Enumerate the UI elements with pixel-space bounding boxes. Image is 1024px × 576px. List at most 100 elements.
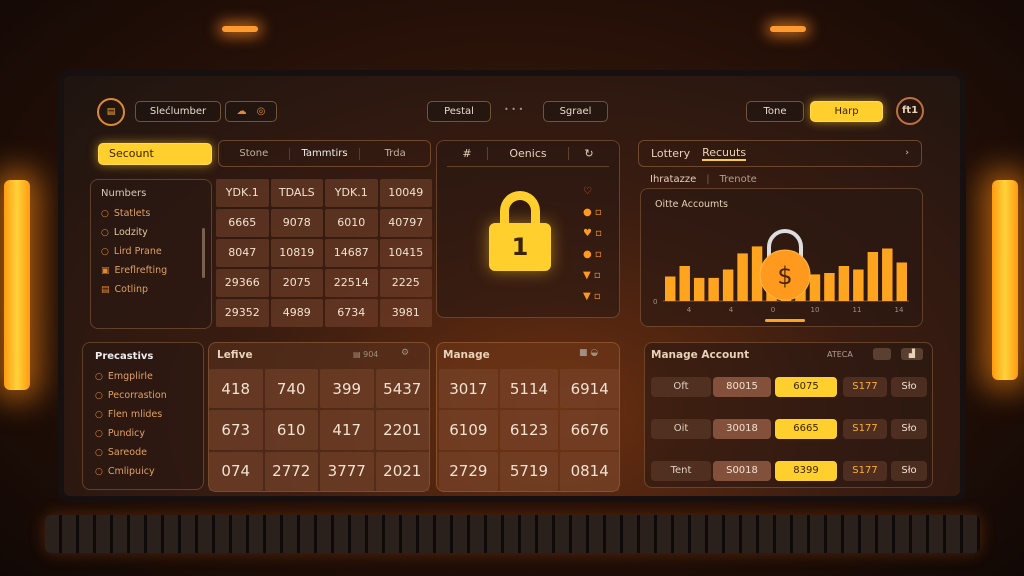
search-button[interactable]: Slećlumber xyxy=(135,101,221,122)
preference-item[interactable]: ○ Sareode xyxy=(95,447,191,459)
x-tick-label: 0 xyxy=(771,306,775,314)
scrollbar[interactable] xyxy=(202,228,205,278)
grid-icon[interactable] xyxy=(873,348,891,360)
preference-label: Pundicy xyxy=(107,428,145,440)
coin-icon: ● ▫ xyxy=(583,207,602,218)
chart-icon[interactable]: ▟ xyxy=(901,348,923,360)
tab-lottery[interactable]: Lottery xyxy=(651,146,691,160)
tone-button[interactable]: Tone xyxy=(746,101,804,122)
radio-icon[interactable]: ○ xyxy=(95,409,103,420)
toggle-group[interactable]: ☁ ◎ xyxy=(225,101,277,122)
subtab-ihratazze[interactable]: Ihratazze xyxy=(650,174,697,185)
preference-item[interactable]: ○ Pecorrastion xyxy=(95,390,191,402)
tab-recuuts[interactable]: Recuuts xyxy=(702,146,747,162)
shield-icon: ▼ ▫ xyxy=(583,291,601,302)
monitor: ▤ Slećlumber ☁ ◎ Pestal • • • Sgrael Tone… xyxy=(58,70,966,502)
table-cell: 5437 xyxy=(375,369,429,409)
bar xyxy=(708,277,719,301)
list-item[interactable]: ○ Statlets xyxy=(101,208,201,220)
table-cell: 22514 xyxy=(325,269,378,297)
preference-item[interactable]: ○ Cmlipuicy xyxy=(95,466,191,478)
circle-icon: ○ xyxy=(101,227,109,238)
table-cell: 074 xyxy=(209,451,263,491)
radio-icon[interactable]: ○ xyxy=(95,447,103,458)
table-cell: 3017 xyxy=(439,369,498,409)
table-cell: 5114 xyxy=(499,369,559,409)
account-b-button[interactable]: 8399 xyxy=(775,461,837,481)
devices-tabbar: # Oenics ↻ xyxy=(447,141,609,167)
list-item[interactable]: ○ Lird Prane xyxy=(101,246,201,258)
expand-icon[interactable]: › xyxy=(905,148,909,159)
table-cell: 14687 xyxy=(325,239,378,267)
preference-item[interactable]: ○ Emgplirle xyxy=(95,371,191,383)
table-cell: 2225 xyxy=(379,269,432,297)
table-cell: 417 xyxy=(320,410,374,450)
table-cell: 2021 xyxy=(375,451,429,491)
refresh-icon[interactable]: ↻ xyxy=(584,146,594,160)
ceiling-light xyxy=(770,26,806,32)
table-cell: YDK.1 xyxy=(216,179,269,207)
tab-hash[interactable]: # xyxy=(462,146,472,160)
manage-account-tag[interactable]: ATECA xyxy=(827,350,853,359)
sgrael-button[interactable]: Sgrael xyxy=(543,101,608,122)
tab-trda[interactable]: Trda xyxy=(384,147,406,159)
account-a-button[interactable]: 30018 xyxy=(713,419,771,439)
account-c-button[interactable]: S177 xyxy=(843,377,887,397)
account-d-button[interactable]: Sło xyxy=(891,461,927,481)
settings-icon[interactable]: ⚙ xyxy=(401,348,410,358)
account-b-button[interactable]: 6665 xyxy=(775,419,837,439)
nav-active-secount[interactable]: Secount xyxy=(98,143,212,165)
account-b-button[interactable]: 6075 xyxy=(775,377,837,397)
radio-icon[interactable]: ○ xyxy=(95,390,103,401)
lefive-badge[interactable]: ▤ 904 xyxy=(353,350,379,359)
cloud-icon[interactable]: ☁ xyxy=(236,105,247,117)
account-c-button[interactable]: S177 xyxy=(843,419,887,439)
avatar[interactable]: ft1 xyxy=(896,97,924,125)
table-cell: 40797 xyxy=(379,209,432,237)
preference-item[interactable]: ○ Pundicy xyxy=(95,428,191,440)
account-label-button[interactable]: Oft xyxy=(651,377,711,397)
table-cell: 2729 xyxy=(439,451,498,491)
account-a-button[interactable]: 80015 xyxy=(713,377,771,397)
chart-scroll-indicator[interactable] xyxy=(765,319,805,322)
bar xyxy=(722,269,734,301)
subtab-divider: | xyxy=(706,174,710,185)
subtab-trenote[interactable]: Trenote xyxy=(719,174,757,185)
account-a-button[interactable]: S0018 xyxy=(713,461,771,481)
account-c-button[interactable]: S177 xyxy=(843,461,887,481)
help-button[interactable]: Harp xyxy=(810,101,883,122)
manage-toolbar-icons[interactable]: ■ ◒ xyxy=(579,348,599,358)
tab-stone[interactable]: Stone xyxy=(219,147,290,160)
circle-icon[interactable]: ◎ xyxy=(256,105,266,117)
account-label-button[interactable]: Oit xyxy=(651,419,711,439)
radio-icon[interactable]: ○ xyxy=(95,466,103,477)
list-item[interactable]: ▤ Cotlinp xyxy=(101,284,201,296)
lefive-title: Lefive xyxy=(217,349,253,361)
account-label-button[interactable]: Tent xyxy=(651,461,711,481)
bar xyxy=(824,273,835,301)
left-lamp xyxy=(4,180,30,390)
list-item[interactable]: ▣ Ereflrefting xyxy=(101,265,201,277)
preference-item[interactable]: ○ Flen mlides xyxy=(95,409,191,421)
manage-account-title: Manage Account xyxy=(651,349,750,361)
preference-label: Sareode xyxy=(107,447,147,459)
list-item-label: Lodzity xyxy=(113,227,148,239)
numbers-list: Numbers ○ Statlets ○ Lodzity ○ Lird Prane ▣… xyxy=(90,179,212,329)
tab-devices[interactable]: Oenics xyxy=(487,146,569,161)
list-item[interactable]: ○ Lodzity xyxy=(101,227,201,239)
more-icon[interactable]: • • • xyxy=(504,105,524,114)
radio-icon[interactable]: ○ xyxy=(95,371,103,382)
tab-tammtirs[interactable]: Tammtirs xyxy=(290,147,361,160)
pestal-button[interactable]: Pestal xyxy=(427,101,491,122)
wallet-logo-icon[interactable]: ▤ xyxy=(97,98,125,126)
heart-icon: ♥ ▫ xyxy=(583,228,602,239)
accounts-chart-panel: Oitte Accoumts 0 4 4 0 10 11 14 $ xyxy=(640,188,923,327)
account-d-button[interactable]: Sło xyxy=(891,377,927,397)
preferences-title: Precastivs xyxy=(95,351,154,362)
table-cell: YDK.1 xyxy=(325,179,378,207)
account-d-button[interactable]: Sło xyxy=(891,419,927,439)
radio-icon[interactable]: ○ xyxy=(95,428,103,439)
bar xyxy=(665,276,676,301)
table-cell: 2075 xyxy=(270,269,323,297)
heart-icon: ♡ xyxy=(583,186,592,197)
